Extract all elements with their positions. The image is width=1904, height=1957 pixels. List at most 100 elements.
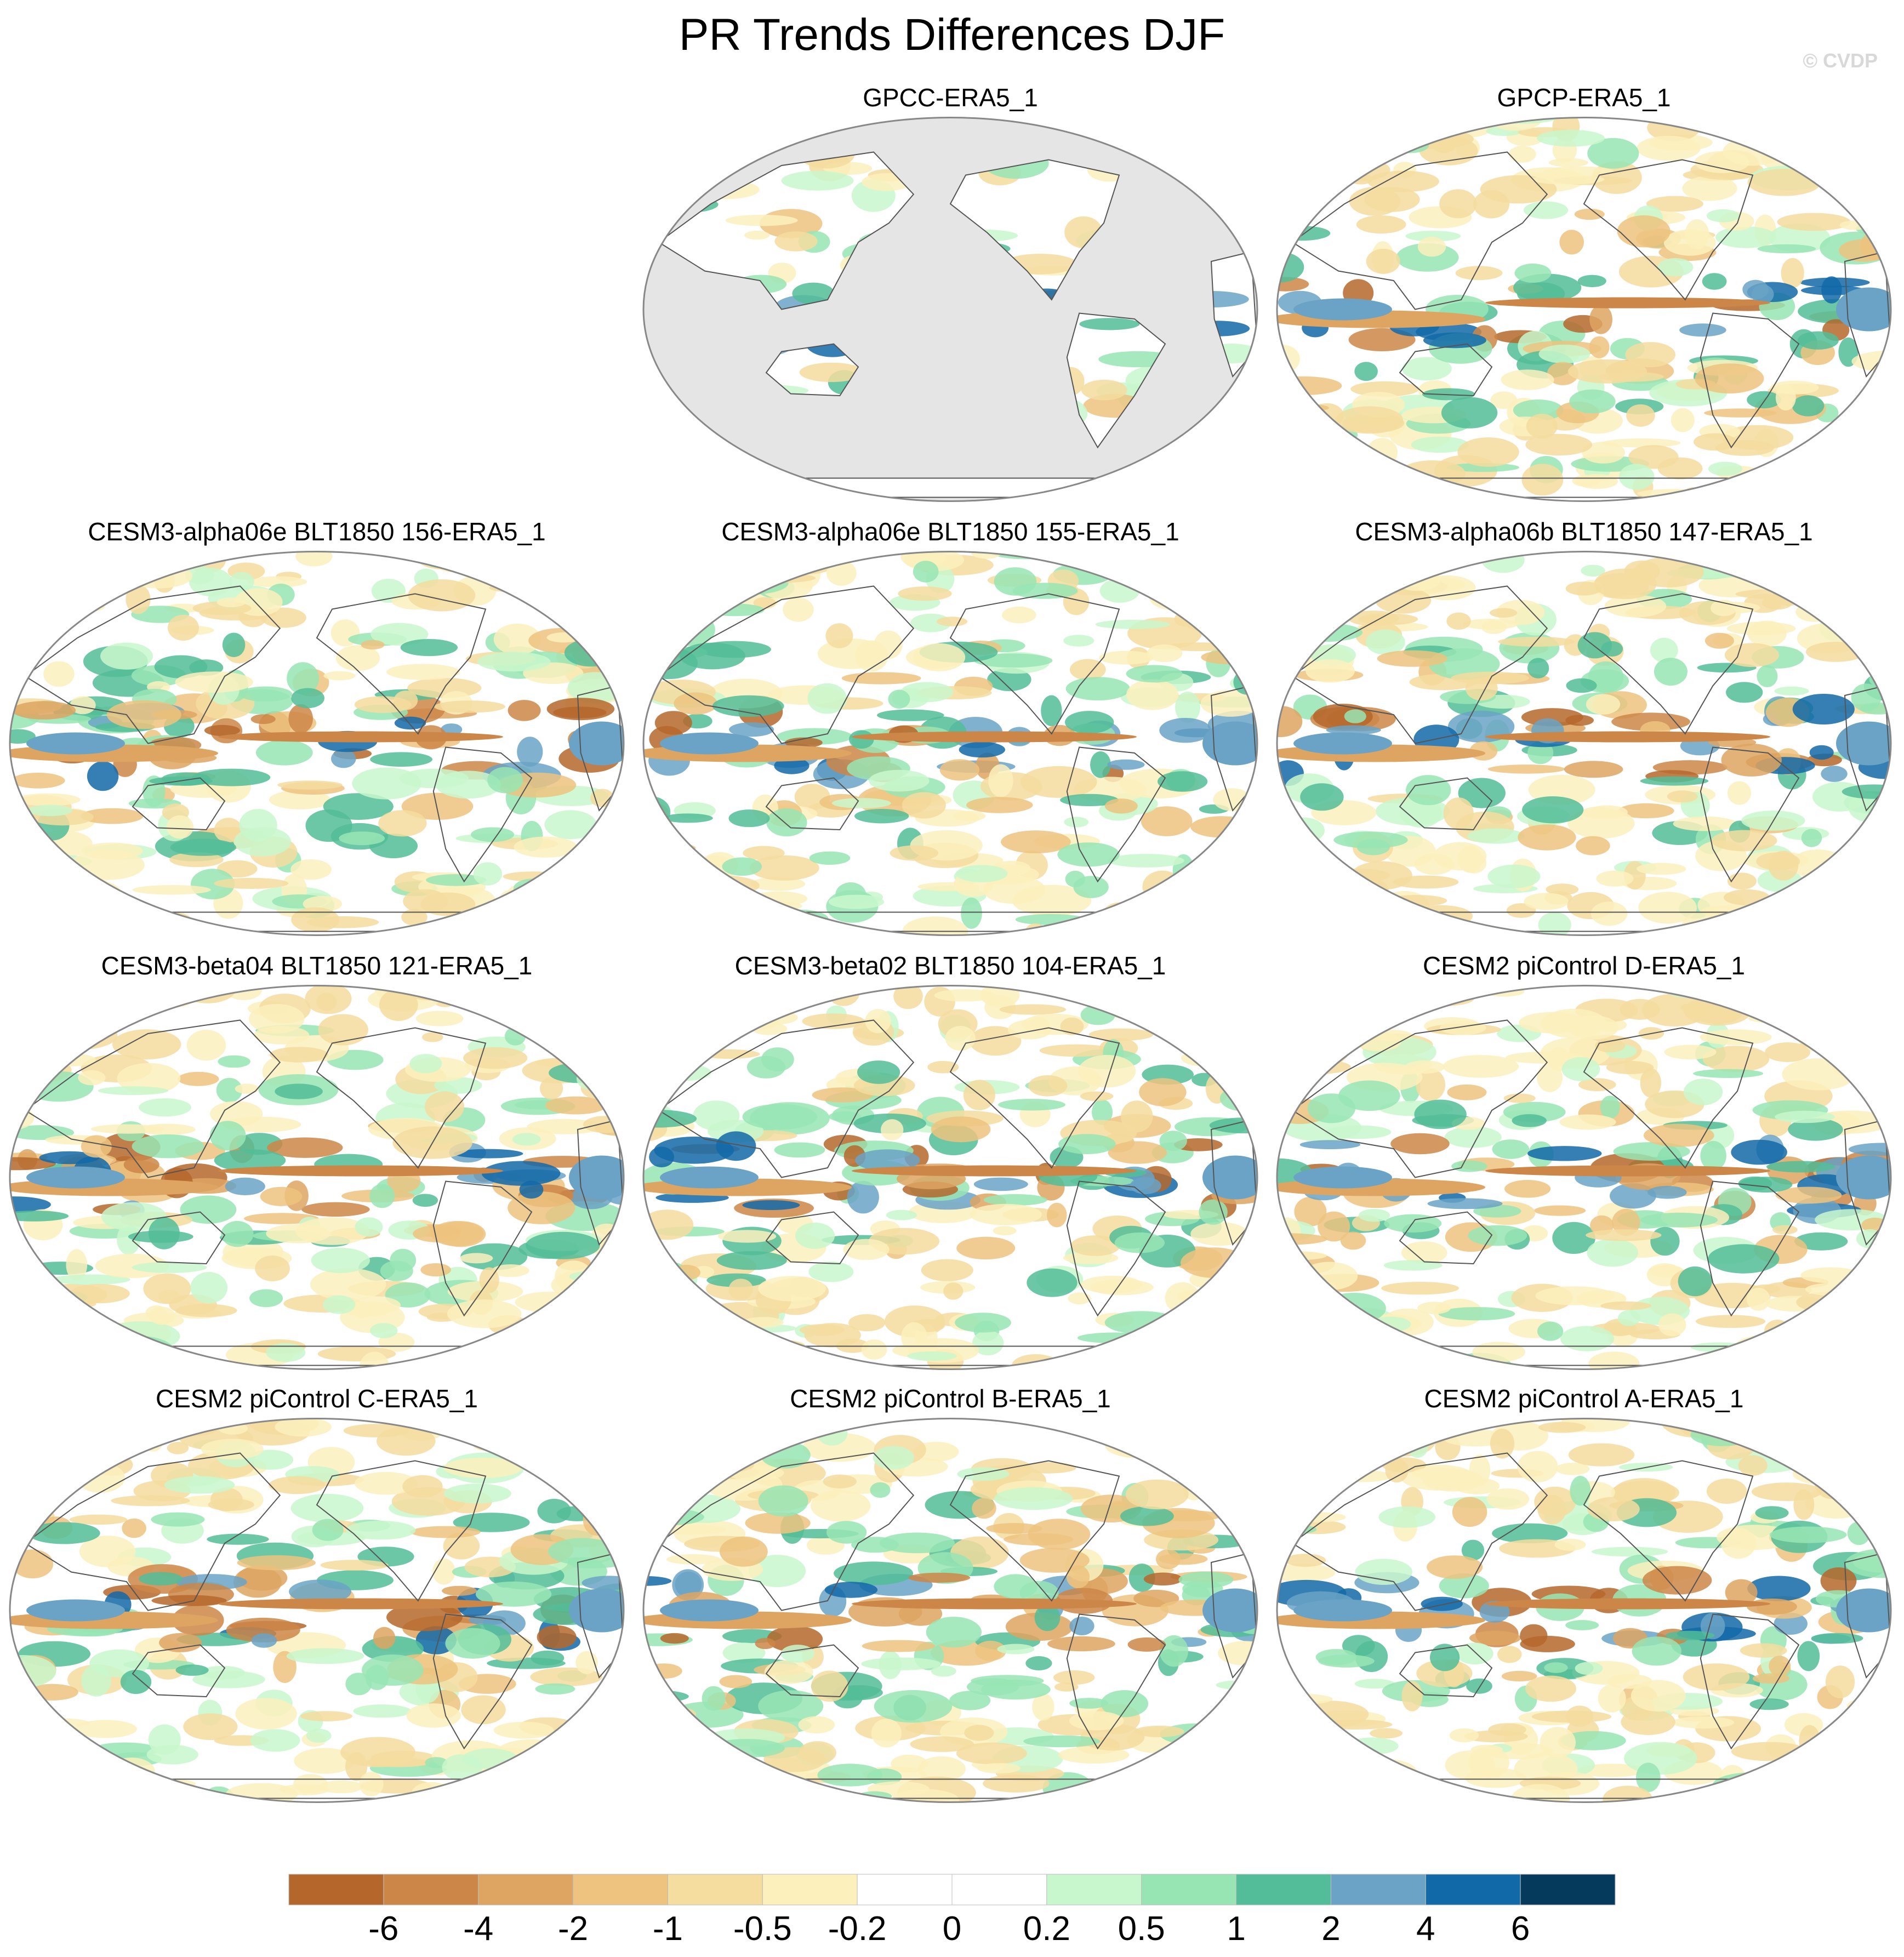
map-background	[643, 117, 1257, 501]
coastline	[1399, 777, 1493, 831]
colorbar-box	[857, 1874, 953, 1905]
coastline	[24, 1452, 281, 1611]
robinson-map	[642, 985, 1258, 1370]
coastline	[432, 1180, 533, 1317]
colorbar-box	[1046, 1874, 1142, 1905]
colorbar-tick-label: -1	[653, 1910, 683, 1948]
coastline	[765, 343, 859, 397]
map-panel: CESM3-alpha06b BLT1850 147-ERA5_1	[1272, 516, 1896, 944]
robinson-map	[1276, 117, 1892, 502]
map-panel: CESM2 piControl D-ERA5_1	[1272, 950, 1896, 1378]
colorbar-box	[478, 1874, 574, 1905]
coastline	[1291, 1019, 1548, 1178]
map-panel: GPCP-ERA5_1	[1272, 82, 1896, 510]
coastline	[1399, 343, 1493, 397]
map-panel: GPCC-ERA5_1	[638, 82, 1263, 510]
map-border	[642, 1418, 1258, 1803]
coastline	[1399, 1644, 1493, 1698]
colorbar-box	[1330, 1874, 1426, 1905]
coastline	[1291, 1452, 1548, 1611]
coastline	[1291, 151, 1548, 310]
map-border	[1276, 551, 1892, 936]
map-panel: CESM3-alpha06e BLT1850 155-ERA5_1	[638, 516, 1263, 944]
coastline	[316, 1460, 487, 1602]
coastline	[1700, 312, 1800, 449]
colorbar-tick-label: 1	[1227, 1910, 1245, 1948]
robinson-map	[9, 551, 625, 936]
robinson-map	[9, 1418, 625, 1803]
map-border	[642, 551, 1258, 936]
map-border	[9, 985, 625, 1370]
map-panel: CESM3-alpha06e BLT1850 156-ERA5_1	[4, 516, 629, 944]
coastline	[24, 1019, 281, 1178]
coastline	[1066, 746, 1166, 883]
map-border	[1276, 1418, 1892, 1803]
map-border	[1276, 117, 1892, 502]
robinson-map	[9, 985, 625, 1370]
coastline	[1399, 1211, 1493, 1265]
colorbar-tick-label: 6	[1511, 1910, 1530, 1948]
robinson-map	[642, 1418, 1258, 1803]
colorbar-tick-label: -4	[463, 1910, 493, 1948]
robinson-map	[1276, 985, 1892, 1370]
coastline	[949, 593, 1120, 735]
colorbar-tick-label: -0.2	[828, 1910, 887, 1948]
colorbar-tick-label: -0.5	[733, 1910, 792, 1948]
map-border	[9, 1418, 625, 1803]
colorbar-tick-label: 0.5	[1118, 1910, 1165, 1948]
coastline	[765, 1644, 859, 1698]
coastline	[1583, 1027, 1754, 1169]
panel-title: CESM2 piControl A-ERA5_1	[1424, 1384, 1744, 1413]
colorbar-box	[762, 1874, 858, 1905]
panel-title: CESM3-beta02 BLT1850 104-ERA5_1	[734, 951, 1166, 980]
coastline	[316, 1027, 487, 1169]
coastline	[949, 159, 1120, 301]
colorbar-tick-label: 2	[1321, 1910, 1340, 1948]
coastline	[24, 585, 281, 744]
map-border	[642, 117, 1258, 502]
colorbar-box	[573, 1874, 668, 1905]
coastline	[949, 1027, 1120, 1169]
coastline	[132, 1644, 226, 1698]
coastline	[1066, 1613, 1166, 1750]
coastline	[1583, 593, 1754, 735]
map-border	[642, 985, 1258, 1370]
panel-title: GPCC-ERA5_1	[863, 83, 1038, 112]
panel-title: CESM3-alpha06e BLT1850 156-ERA5_1	[88, 517, 546, 546]
robinson-map	[1276, 551, 1892, 936]
colorbar-tick-label: 0	[943, 1910, 961, 1948]
coastline	[432, 1613, 533, 1750]
panel-title: CESM2 piControl D-ERA5_1	[1422, 951, 1745, 980]
panel-title: CESM3-alpha06b BLT1850 147-ERA5_1	[1355, 517, 1813, 546]
coastline	[765, 1211, 859, 1265]
coastline	[132, 777, 226, 831]
coastline	[1700, 1613, 1800, 1750]
robinson-map	[1276, 1418, 1892, 1803]
coastline	[316, 593, 487, 735]
coastline	[765, 777, 859, 831]
colorbar-box	[1425, 1874, 1521, 1905]
colorbar-tick-label: 4	[1416, 1910, 1435, 1948]
coastline	[658, 151, 915, 310]
panel-title: CESM2 piControl C-ERA5_1	[155, 1384, 478, 1413]
coastline	[132, 1211, 226, 1265]
colorbar-box	[1141, 1874, 1237, 1905]
coastline	[1291, 585, 1548, 744]
land-area	[1067, 313, 1165, 448]
panel-title: CESM3-alpha06e BLT1850 155-ERA5_1	[721, 517, 1179, 546]
land-area	[674, 478, 1227, 498]
coastline	[432, 746, 533, 883]
map-panel: CESM2 piControl C-ERA5_1	[4, 1383, 629, 1811]
colorbar-box	[951, 1874, 1047, 1905]
colorbar-box	[1236, 1874, 1331, 1905]
robinson-map	[642, 117, 1258, 502]
map-panel: CESM2 piControl A-ERA5_1	[1272, 1383, 1896, 1811]
colorbar: -6 -4 -2 -1 -0.5 -0.2 0 0.2 0.5 1 2 4 6	[288, 1874, 1616, 1948]
colorbar-box	[667, 1874, 763, 1905]
map-panel: CESM2 piControl B-ERA5_1	[638, 1383, 1263, 1811]
panel-title: CESM2 piControl B-ERA5_1	[790, 1384, 1111, 1413]
coastline	[1066, 312, 1166, 449]
coastline	[1583, 1460, 1754, 1602]
robinson-map	[642, 551, 1258, 936]
figure-title: PR Trends Differences DJF	[679, 10, 1225, 60]
